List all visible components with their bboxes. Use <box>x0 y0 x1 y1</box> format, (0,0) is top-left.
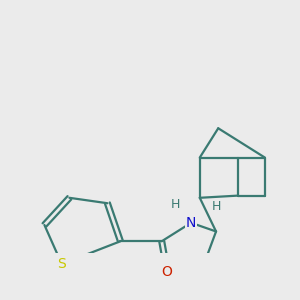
Text: N: N <box>186 216 196 230</box>
Text: S: S <box>57 257 66 271</box>
Text: H: H <box>171 198 181 211</box>
Text: O: O <box>162 265 172 279</box>
Text: H: H <box>212 200 221 213</box>
